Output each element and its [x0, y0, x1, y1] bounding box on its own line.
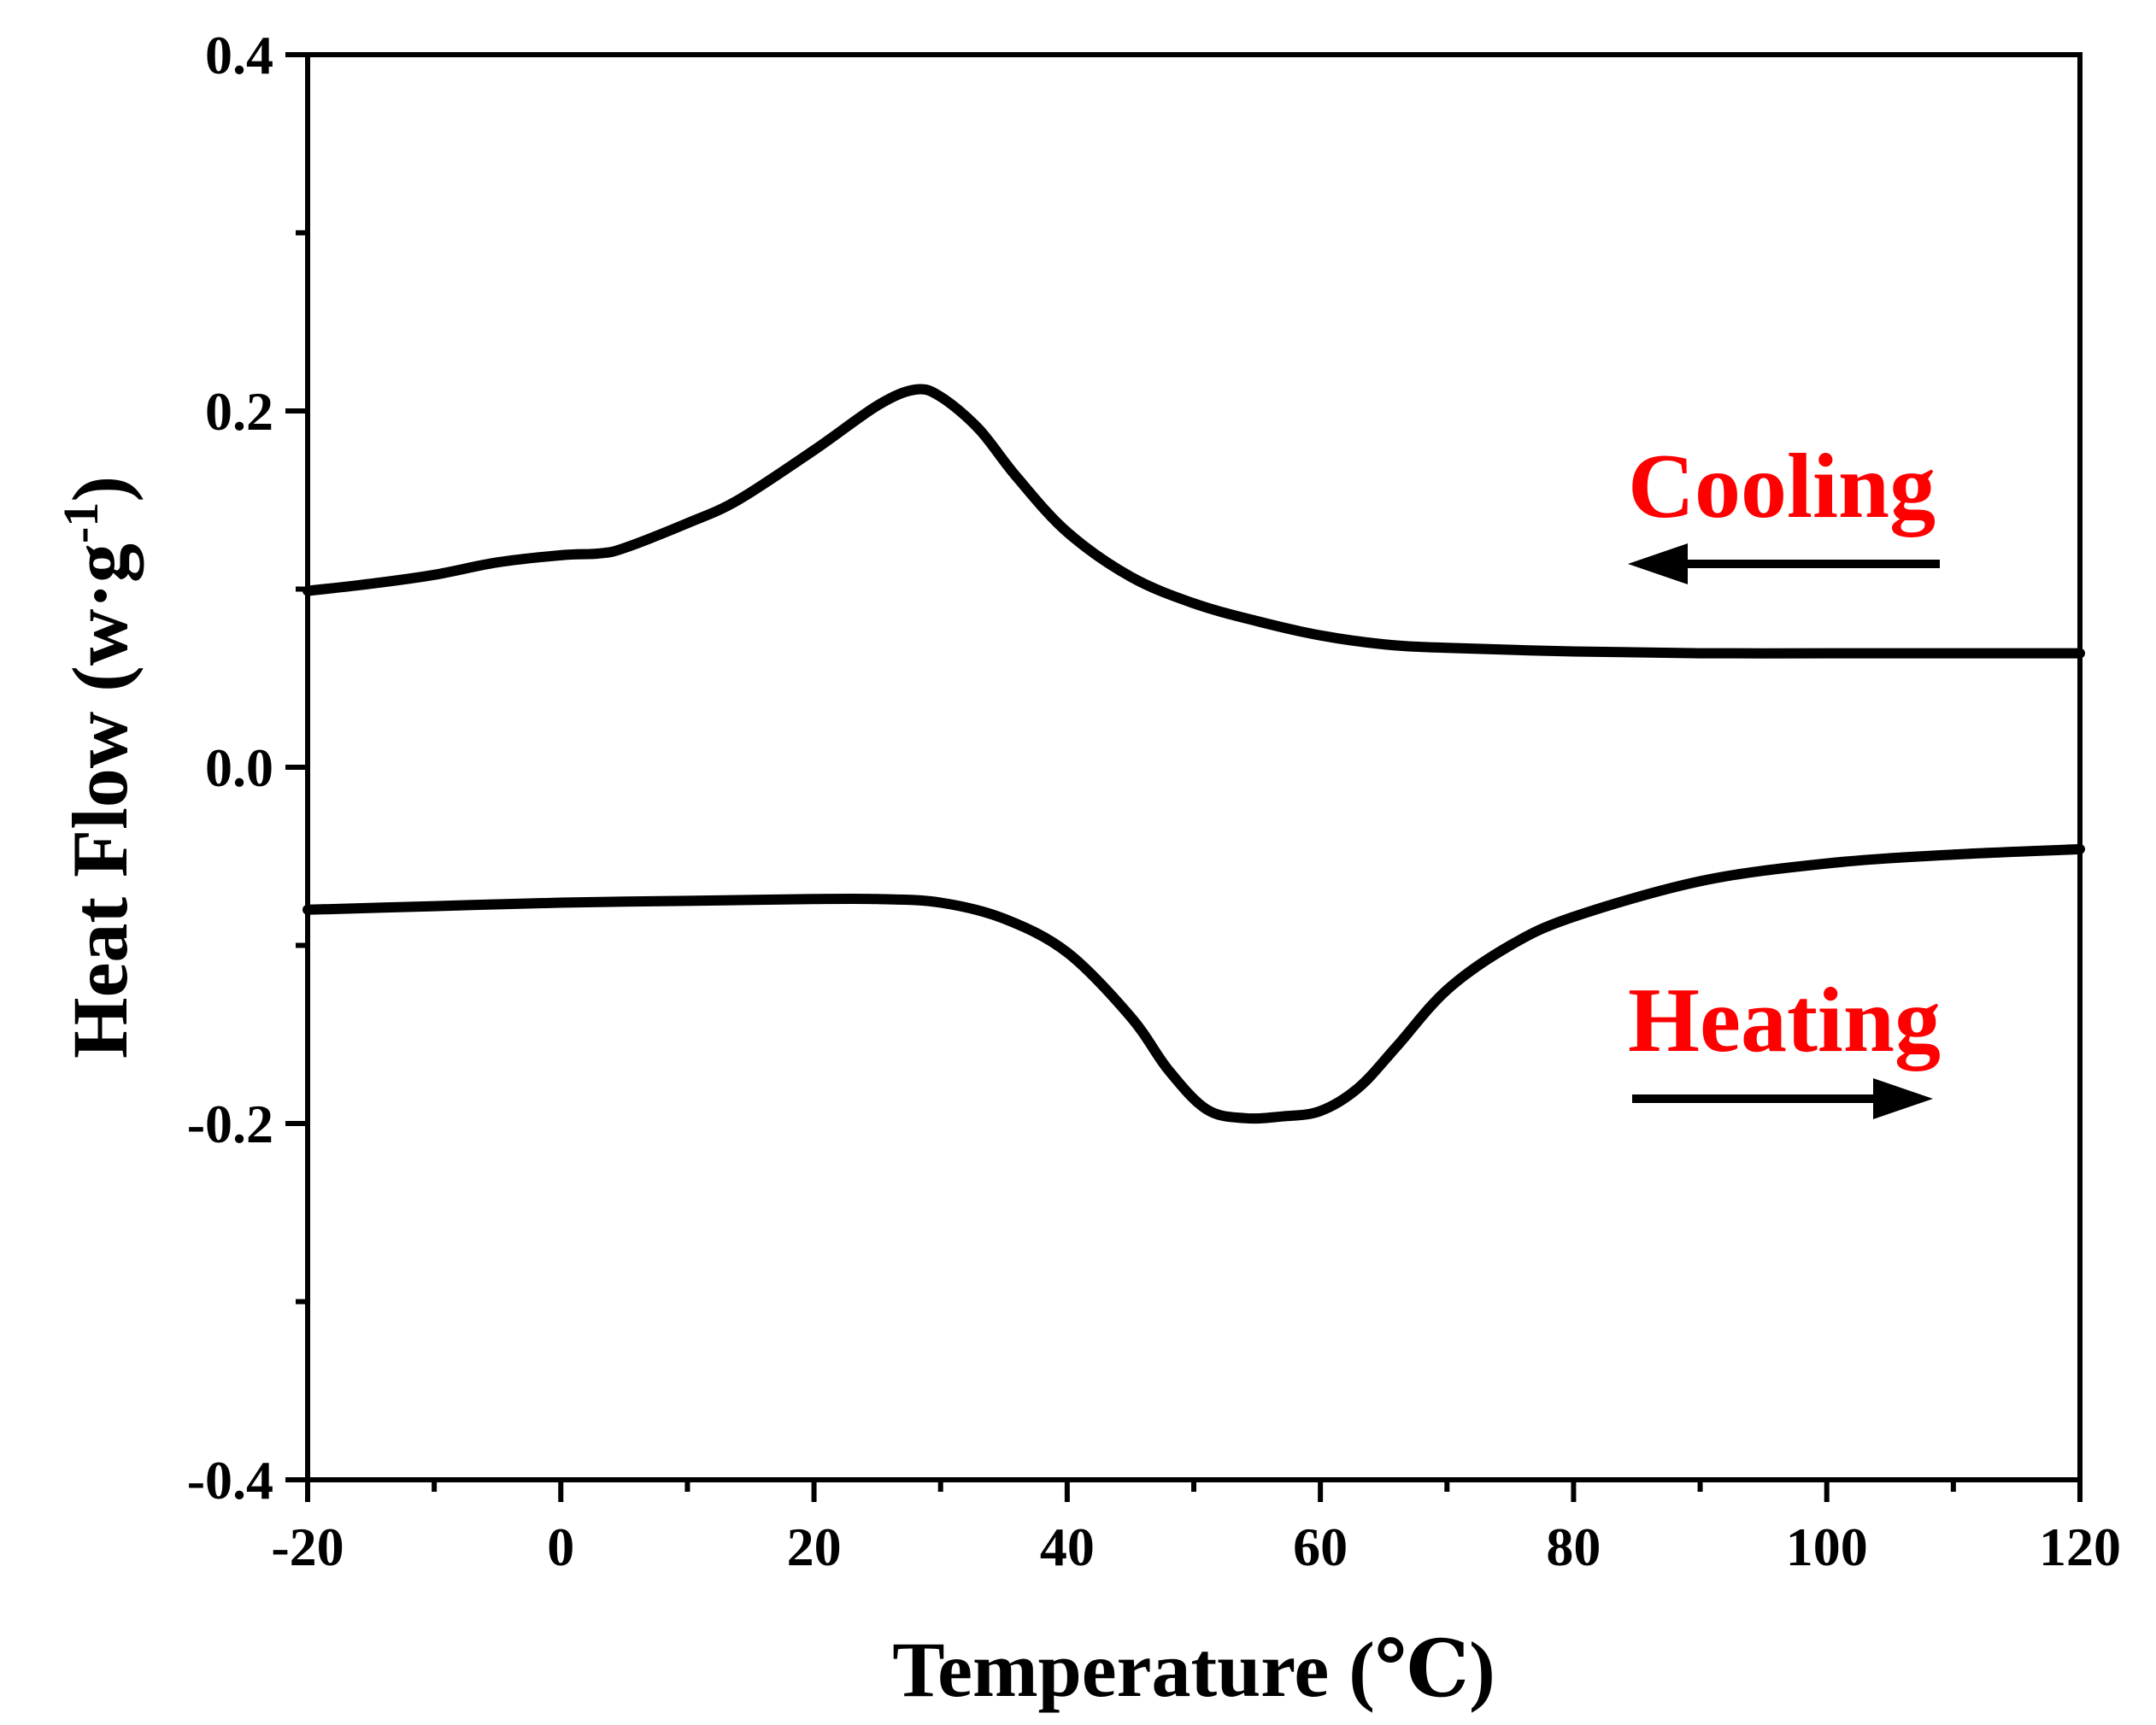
x-tick-label: 80: [1546, 1517, 1601, 1577]
y-axis-title: Heat Flow (w·g-1): [53, 476, 144, 1059]
y-tick-label: -0.4: [187, 1450, 273, 1511]
x-axis-title: Temperature (℃): [892, 1626, 1495, 1713]
x-tick-label: 0: [547, 1517, 574, 1577]
heating-label: Heating: [1628, 970, 1941, 1071]
x-tick-label: 120: [2039, 1517, 2121, 1577]
arrow-head: [1628, 543, 1688, 584]
x-tick-label: -20: [271, 1517, 344, 1577]
x-tick-label: 20: [787, 1517, 842, 1577]
x-tick-label: 60: [1293, 1517, 1348, 1577]
x-tick-label: 40: [1040, 1517, 1095, 1577]
arrow-head: [1873, 1078, 1933, 1119]
axis-ticks: [285, 52, 2083, 1502]
y-tick-label: 0.4: [205, 25, 273, 85]
y-axis-title-superscript: -1: [53, 502, 109, 543]
series-line-cooling: [303, 384, 2085, 659]
y-axis-title-main: Heat Flow (w·g: [56, 543, 144, 1059]
y-tick-label: -0.2: [187, 1094, 273, 1154]
y-axis-title-close: ): [56, 476, 144, 502]
plot-frame: [305, 52, 2083, 1482]
heating-arrow: [1632, 1078, 1933, 1119]
series-line-heating: [303, 843, 2085, 1124]
y-tick-label: 0.0: [205, 737, 273, 798]
series-layer: [303, 384, 2085, 1124]
cooling-arrow: [1628, 543, 1940, 584]
x-tick-label: 100: [1786, 1517, 1868, 1577]
cooling-label: Cooling: [1628, 436, 1936, 537]
y-tick-label: 0.2: [205, 381, 273, 442]
axis-tick-labels: -20 0 20 40 60 80 100 120 -0.4 -0.2 0.0 0.2 0.4: [187, 25, 2121, 1577]
